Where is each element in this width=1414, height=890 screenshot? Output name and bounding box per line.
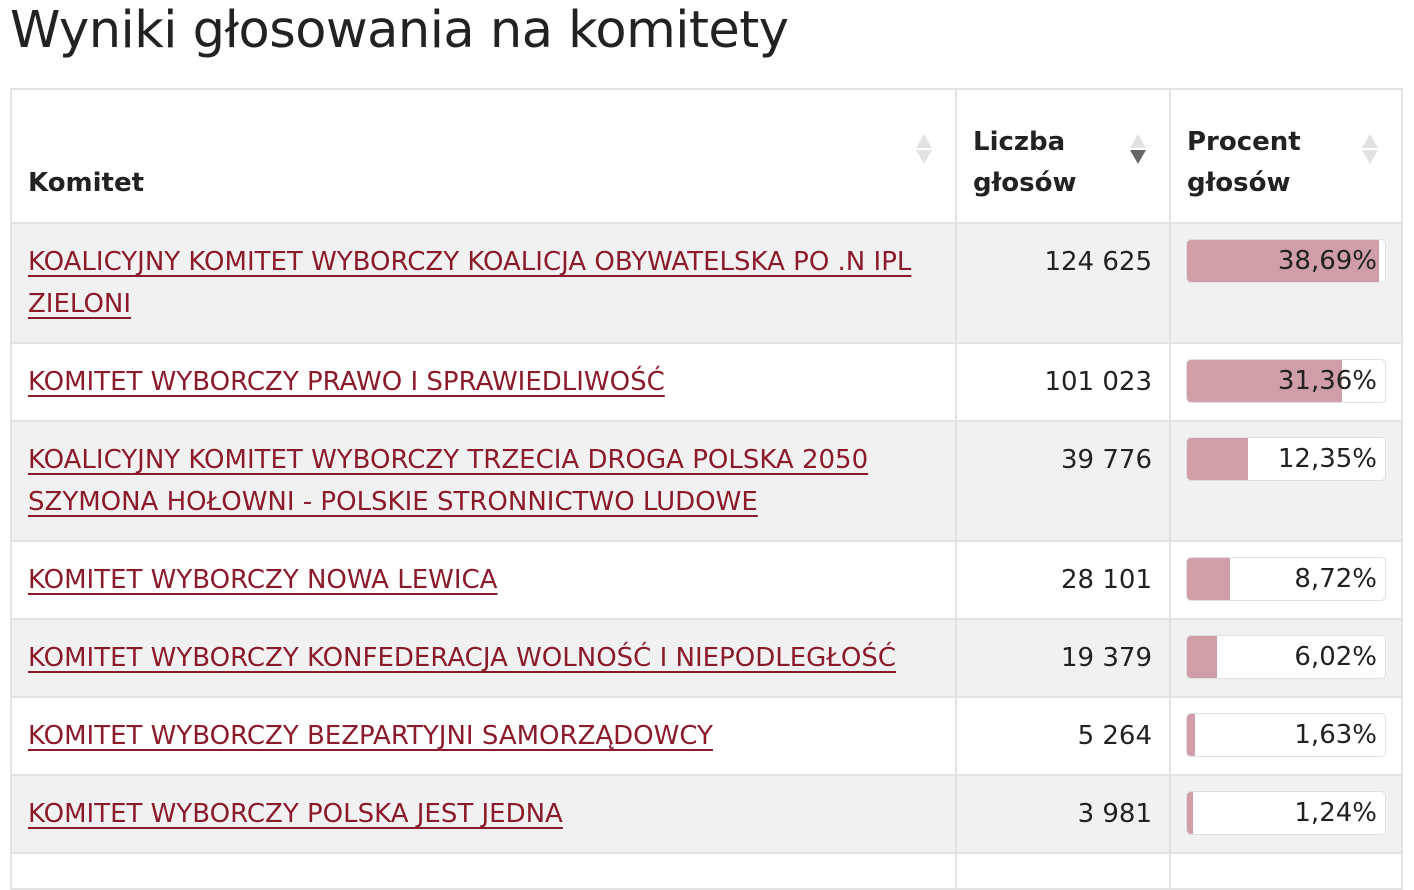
- percent-label: 1,24%: [1294, 798, 1377, 828]
- percent-bar-fill: [1187, 438, 1249, 480]
- percent-label: 1,63%: [1294, 720, 1377, 750]
- percent-label: 6,02%: [1294, 642, 1377, 672]
- percent-bar-fill: [1187, 792, 1194, 834]
- sort-icon[interactable]: [915, 132, 933, 166]
- table-row: KOMITET WYBORCZY PRAWO I SPRAWIEDLIWOŚĆ …: [10, 342, 1403, 422]
- percent-label: 38,69%: [1277, 246, 1377, 276]
- percent-bar: 38,69%: [1186, 239, 1386, 283]
- column-header-label: Liczba głosów: [973, 127, 1077, 198]
- committee-link[interactable]: KOMITET WYBORCZY BEZPARTYJNI SAMORZĄDOWC…: [28, 721, 713, 751]
- table-row: [10, 852, 1403, 890]
- percent-bar: 1,63%: [1186, 713, 1386, 757]
- percent-bar: 31,36%: [1186, 359, 1386, 403]
- column-header-votes[interactable]: Liczba głosów: [955, 88, 1171, 224]
- page-title: Wyniki głosowania na komitety: [10, 1, 789, 60]
- votes-cell: 28 101: [955, 540, 1171, 620]
- percent-bar: 1,24%: [1186, 791, 1386, 835]
- column-header-committee[interactable]: Komitet: [10, 88, 957, 224]
- committee-link[interactable]: KOALICYJNY KOMITET WYBORCZY KOALICJA OBY…: [28, 247, 912, 319]
- percent-bar: 12,35%: [1186, 437, 1386, 481]
- results-table: Komitet Liczba głosów Procent głosów: [10, 88, 1403, 890]
- column-header-label: Procent głosów: [1187, 127, 1301, 198]
- percent-bar-fill: [1187, 558, 1231, 600]
- sort-descending-icon[interactable]: [1129, 132, 1147, 166]
- committee-link[interactable]: KOMITET WYBORCZY PRAWO I SPRAWIEDLIWOŚĆ: [28, 367, 665, 397]
- percent-label: 8,72%: [1294, 564, 1377, 594]
- percent-bar-fill: [1187, 240, 1379, 282]
- percent-bar-fill: [1187, 360, 1343, 402]
- votes-cell: 19 379: [955, 618, 1171, 698]
- table-row: KOALICYJNY KOMITET WYBORCZY TRZECIA DROG…: [10, 420, 1403, 542]
- sort-icon[interactable]: [1361, 132, 1379, 166]
- committee-link[interactable]: KOALICYJNY KOMITET WYBORCZY TRZECIA DROG…: [28, 445, 869, 517]
- committee-link[interactable]: KOMITET WYBORCZY POLSKA JEST JEDNA: [28, 799, 563, 829]
- percent-bar: 8,72%: [1186, 557, 1386, 601]
- percent-bar-fill: [1187, 636, 1217, 678]
- votes-cell: 39 776: [955, 420, 1171, 542]
- table-row: KOMITET WYBORCZY BEZPARTYJNI SAMORZĄDOWC…: [10, 696, 1403, 776]
- votes-cell: 5 264: [955, 696, 1171, 776]
- percent-label: 31,36%: [1277, 366, 1377, 396]
- table-row: KOALICYJNY KOMITET WYBORCZY KOALICJA OBY…: [10, 222, 1403, 344]
- table-header-row: Komitet Liczba głosów Procent głosów: [10, 88, 1403, 224]
- votes-cell: 101 023: [955, 342, 1171, 422]
- percent-bar: 6,02%: [1186, 635, 1386, 679]
- percent-bar-fill: [1187, 714, 1196, 756]
- percent-label: 12,35%: [1277, 444, 1377, 474]
- votes-cell: 124 625: [955, 222, 1171, 344]
- votes-cell: 3 981: [955, 774, 1171, 854]
- table-row: KOMITET WYBORCZY KONFEDERACJA WOLNOŚĆ I …: [10, 618, 1403, 698]
- table-row: KOMITET WYBORCZY POLSKA JEST JEDNA 3 981…: [10, 774, 1403, 854]
- column-header-percent[interactable]: Procent głosów: [1169, 88, 1403, 224]
- table-row: KOMITET WYBORCZY NOWA LEWICA 28 101 8,72…: [10, 540, 1403, 620]
- column-header-label: Komitet: [28, 168, 145, 198]
- committee-link[interactable]: KOMITET WYBORCZY NOWA LEWICA: [28, 565, 498, 595]
- committee-link[interactable]: KOMITET WYBORCZY KONFEDERACJA WOLNOŚĆ I …: [28, 643, 897, 673]
